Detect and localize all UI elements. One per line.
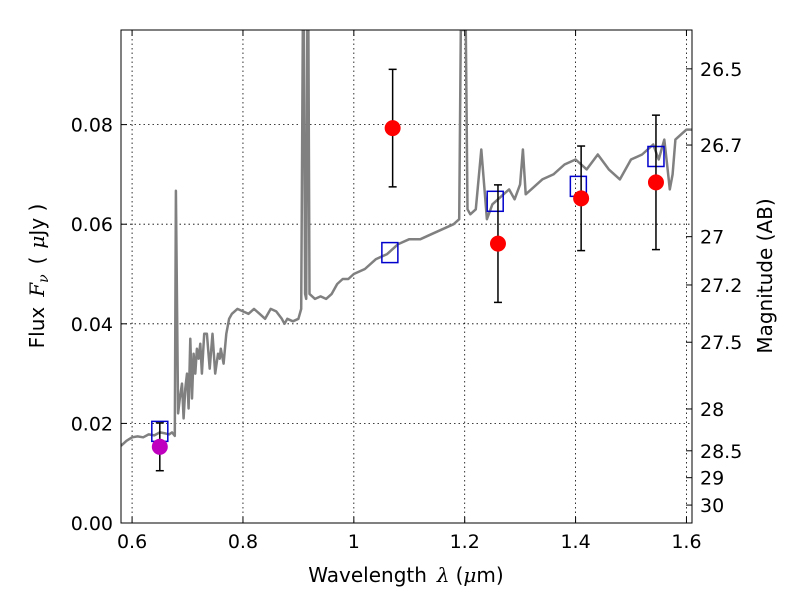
x-tick-label: 1.2 [450,531,480,553]
y-axis-label: Flux Fν ( μJy ) [25,204,52,349]
x-axis-unit-open: ( [456,563,464,587]
x-axis-symbol: λ [436,563,450,587]
model-spectrum-line [121,30,692,447]
observed-flux-point [489,235,506,252]
x-tick-label: 0.6 [117,531,147,553]
y-tick-label: 0.02 [71,413,113,435]
y-tick-label: 0.00 [71,513,113,535]
y2-tick-label: 28 [700,399,724,421]
x-tick-label: 1 [348,531,360,553]
axis-ticks: 0.6 0.8 1 1.2 1.4 1.6 0.00 0.02 0.04 0.06 0.08 26.5… [71,30,742,553]
observed-flux-point [647,174,664,191]
grid [121,30,692,524]
y-axis-label-text: Flux [25,307,49,349]
y-axis-unit-mu: μ [25,236,49,249]
y2-tick-label: 27.5 [700,332,742,354]
plot-frame [120,29,693,524]
y-axis-unit-rest: Jy ) [25,204,49,238]
y2-tick-label: 28.5 [700,441,742,463]
model-photometry-square [486,190,504,213]
y2-tick-label: 26.5 [700,59,742,81]
y2-axis-label: Magnitude (AB) [753,198,777,353]
y-tick-label: 0.08 [71,115,113,137]
y2-tick-label: 29 [700,468,724,490]
y-tick-label: 0.06 [71,214,113,236]
y-tick-label: 0.04 [71,314,113,336]
observed-flux-point [573,190,590,207]
observed-flux-point [151,438,168,455]
x-axis-label: Wavelength λ (μm) [308,563,503,587]
y-axis-symbol: F [25,282,49,298]
y-axis-symbol-sub: ν [36,274,52,283]
y2-tick-label: 27.2 [700,275,742,297]
y2-tick-label: 26.7 [700,135,742,157]
x-tick-label: 1.6 [671,531,701,553]
x-axis-unit-rest: m) [476,563,503,587]
y2-tick-label: 27 [700,227,724,249]
x-tick-label: 0.8 [228,531,258,553]
y-axis-unit-open: ( [25,257,49,265]
x-tick-label: 1.4 [560,531,590,553]
x-axis-label-text: Wavelength [308,563,427,587]
x-axis-unit-mu: μ [463,563,476,587]
model-photometry-square [381,241,399,264]
data-series [121,30,692,472]
observed-flux-point [384,120,401,137]
y2-tick-label: 30 [700,495,724,517]
